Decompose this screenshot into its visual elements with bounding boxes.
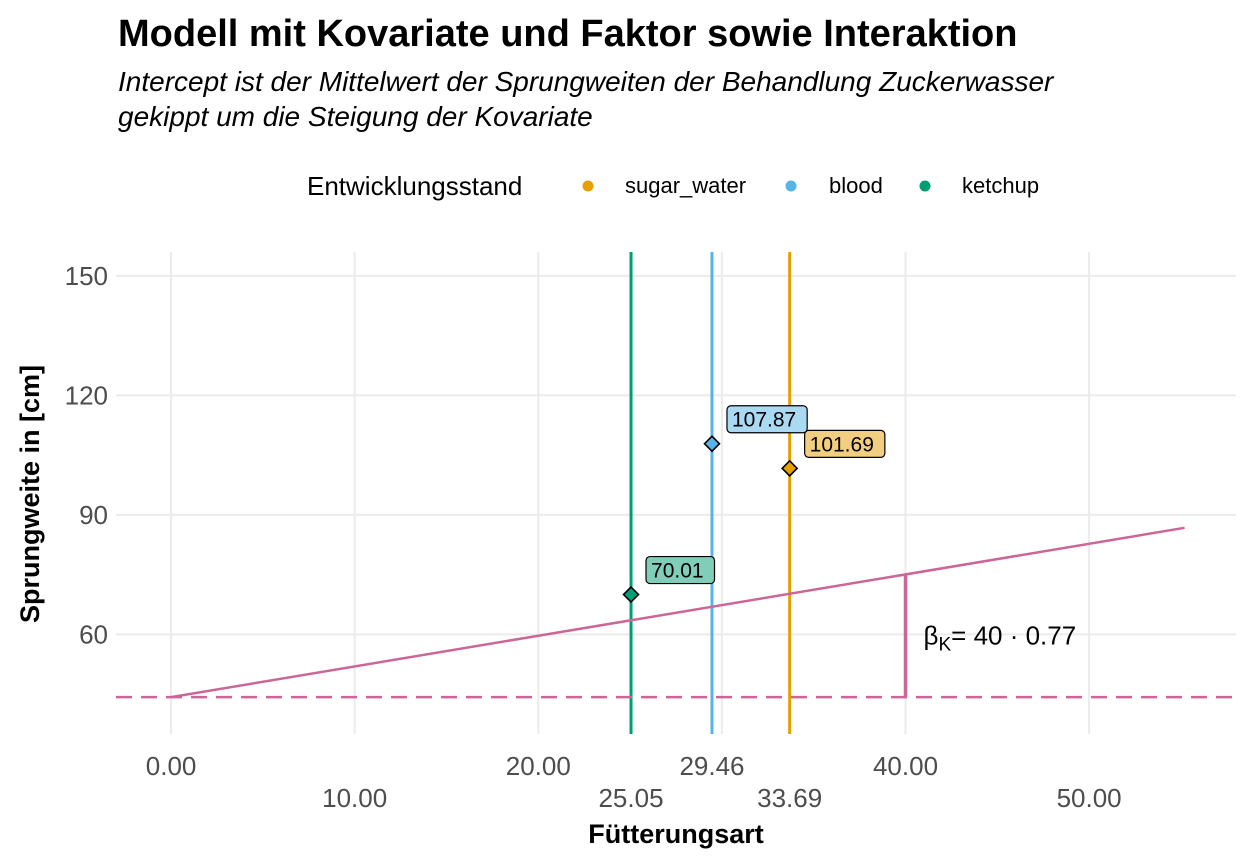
points-layer [622,435,799,604]
grid [116,252,1236,734]
x-axis-title: Fütterungsart [588,819,764,849]
point-blood [703,435,721,453]
y-axis-title: Sprungweite in [cm] [15,365,45,623]
x-tick-label: 20.00 [506,751,571,781]
x-tick-label: 29.46 [679,751,744,781]
y-tick-label: 120 [65,380,108,410]
x-tick-label: 40.00 [873,751,938,781]
x-tick-label: 10.00 [322,783,387,813]
y-tick-label: 150 [65,261,108,291]
y-axis-ticks: 60 90 120 150 [65,261,108,650]
data-label-blood: 107.87 [732,409,796,432]
point-ketchup [622,585,640,604]
legend-label-blood: blood [829,173,883,198]
legend: Entwicklungsstand sugar_water blood ketc… [307,171,1039,201]
point-sugar-water [781,459,799,477]
slope-annotation: βK= 40 · 0.77 [924,620,1077,655]
chart-subtitle-line-1: Intercept ist der Mittelwert der Sprungw… [118,66,1055,97]
slope-annotation-beta: β [924,620,939,650]
chart-title: Modell mit Kovariate und Faktor sowie In… [118,13,1017,55]
legend-key-sugar-water [582,180,594,192]
label-box-blood [726,405,808,434]
legend-title: Entwicklungsstand [307,171,522,201]
x-tick-label: 33.69 [757,783,822,813]
legend-key-blood [785,180,797,192]
slope-annotation-formula: = 40 · 0.77 [951,620,1076,650]
x-tick-label: 0.00 [146,751,197,781]
data-label-ketchup: 70.01 [651,560,704,583]
legend-label-sugar-water: sugar_water [625,173,746,198]
data-label-sugar-water: 101.69 [810,433,874,456]
data-labels-layer: 101.69 107.87 70.01 [645,405,886,585]
legend-label-ketchup: ketchup [962,173,1039,198]
slope-annotation-subscript: K [938,634,951,655]
y-tick-label: 90 [79,500,108,530]
y-tick-label: 60 [79,619,108,649]
chart-subtitle-line-2: gekippt um die Steigung der Kovariate [118,101,593,132]
legend-key-ketchup [919,180,931,192]
x-tick-label: 25.05 [598,783,663,813]
label-box-ketchup [645,555,716,585]
label-box-sugar-water [804,429,886,458]
regression-line [170,526,1185,699]
lines-layer [116,252,1236,734]
x-axis-ticks: 0.00 10.00 20.00 25.05 29.46 33.69 40.00 50.00 [146,751,1122,813]
x-tick-label: 50.00 [1057,783,1122,813]
